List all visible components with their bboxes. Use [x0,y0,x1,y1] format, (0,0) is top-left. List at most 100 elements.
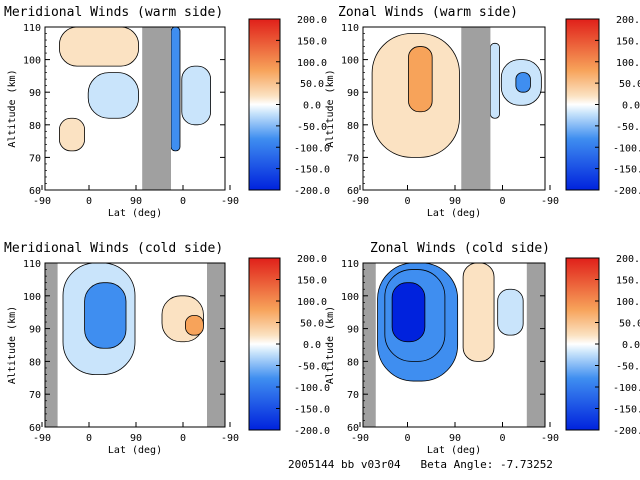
no-data-band [461,27,491,190]
colorbar-tick-label: 100.0 [297,58,327,69]
colorbar [565,257,600,431]
colorbar-tick-label: 50.0 [619,319,640,330]
contour-region [170,26,181,152]
y-tick-label: 90 [29,88,41,99]
colorbar-tick-label: 0.0 [303,101,321,112]
contour-region [84,282,127,349]
colorbar-tick-label: -150.0 [613,405,640,416]
y-tick-label: 100 [341,56,359,67]
plot-frame [362,26,546,191]
colorbar-tick-label: -200.0 [294,426,330,437]
contour-region [489,42,500,119]
colorbar-tick-label: 150.0 [616,276,640,287]
colorbar-tick-label: -200.0 [613,186,640,197]
footer-beta-value: -7.73252 [499,458,553,471]
colorbar-tick-label: -150.0 [613,165,640,176]
colorbar-tick-label: -100.0 [613,143,640,154]
colorbar-tick-label: 100.0 [297,297,327,308]
x-tick-label: 0 [86,433,92,444]
panel-0: 60 70 80 90 100 110 -90 0 90 0 -90 Lat (deg) Altitud… [7,15,330,219]
x-tick-label: 0 [86,196,92,207]
x-tick-label: 0 [499,433,505,444]
x-tick-label: 90 [449,196,461,207]
x-axis-label: Lat (deg) [427,208,481,219]
contour-region [87,72,139,119]
colorbar-tick-label: 100.0 [616,297,640,308]
contour-region [515,72,531,93]
y-tick-label: 110 [341,23,359,34]
panel-title-zonal-cold: Zonal Winds (cold side) [370,241,551,256]
contour-region [184,315,204,336]
x-axis-label: Lat (deg) [427,445,481,456]
y-tick-label: 80 [347,121,359,132]
y-axis-label: Altitude (km) [7,69,18,147]
colorbar [248,257,281,431]
colorbar-tick-label: 50.0 [300,319,324,330]
plot-frame [44,262,226,428]
panel-title-zonal-warm: Zonal Winds (warm side) [338,5,519,20]
no-data-band [363,263,376,427]
x-tick-label: -90 [541,433,559,444]
y-tick-label: 60 [29,423,41,434]
colorbar-tick-label: 0.0 [303,340,321,351]
y-tick-label: 100 [23,56,41,67]
x-tick-label: -90 [33,196,51,207]
plot-frame [44,26,226,191]
colorbar-tick-label: 200.0 [616,15,640,26]
contour-region [408,46,433,113]
x-tick-label: -90 [221,196,239,207]
no-data-band [207,263,225,427]
colorbar-tick-label: -100.0 [294,383,330,394]
colorbar-tick-label: 0.0 [622,340,640,351]
y-tick-label: 110 [341,259,359,270]
colorbar-tick-label: -50.0 [297,362,327,373]
x-tick-label: 90 [130,433,142,444]
colorbar [248,18,281,191]
y-axis-label: Altitude (km) [325,69,336,147]
y-tick-label: 60 [347,186,359,197]
y-tick-label: 90 [29,325,41,336]
footer-beta-label: Beta Angle: [420,458,494,471]
colorbar-tick-label: 50.0 [300,79,324,90]
colorbar-tick-label: 150.0 [297,36,327,47]
panel-title-meridional-warm: Meridional Winds (warm side) [4,5,224,20]
x-tick-label: -90 [33,433,51,444]
contour-region [181,65,212,126]
colorbar [565,18,600,191]
footer-text: 2005144 bb v03r04 Beta Angle: -7.73252 [288,458,553,471]
y-tick-label: 110 [23,259,41,270]
y-axis-label: Altitude (km) [7,306,18,384]
y-tick-label: 60 [29,186,41,197]
no-data-band [526,263,545,427]
colorbar-tick-label: -200.0 [613,426,640,437]
contour-region [391,282,426,343]
y-axis-label: Altitude (km) [325,306,336,384]
colorbar-tick-label: 150.0 [616,36,640,47]
y-tick-label: 80 [29,121,41,132]
colorbar-tick-label: 150.0 [297,276,327,287]
colorbar-tick-label: -150.0 [294,405,330,416]
panel-title-meridional-cold: Meridional Winds (cold side) [4,241,224,256]
y-tick-label: 80 [29,357,41,368]
no-data-band [142,27,171,190]
colorbar-tick-label: 50.0 [619,79,640,90]
y-tick-label: 70 [29,390,41,401]
x-tick-label: 90 [449,433,461,444]
y-tick-label: 70 [29,153,41,164]
y-tick-label: 100 [23,292,41,303]
x-tick-label: 0 [180,433,186,444]
panel-3: 60 70 80 90 100 110 -90 0 90 0 -90 Lat (deg) Altitud… [325,254,640,456]
x-axis-label: Lat (deg) [108,445,162,456]
colorbar-tick-label: -150.0 [294,165,330,176]
x-tick-label: -90 [351,196,369,207]
contour-region [497,288,524,336]
contour-region [59,26,139,67]
x-tick-label: -90 [351,433,369,444]
y-tick-label: 60 [347,423,359,434]
colorbar-tick-label: 100.0 [616,58,640,69]
colorbar-tick-label: -200.0 [294,186,330,197]
x-tick-label: -90 [221,433,239,444]
colorbar-tick-label: -50.0 [616,362,640,373]
footer-run-id: 2005144 bb v03r04 [288,458,401,471]
